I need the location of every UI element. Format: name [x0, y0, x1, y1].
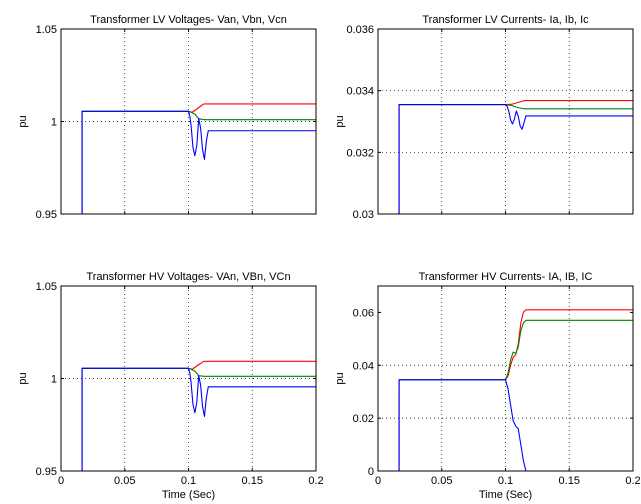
- x-tick-label: 0.15: [242, 475, 263, 487]
- y-tick-label: 0.032: [346, 147, 374, 159]
- subplot-4: 0 0.05 0.1 0.15 0.2 0 0.02 0.04 0.06 Transformer …: [334, 271, 641, 501]
- x-axis-label: Time (Sec): [479, 489, 532, 501]
- x-tick-label: 0.1: [498, 475, 513, 487]
- y-tick-label: 0.02: [353, 413, 374, 425]
- y-tick-label: 1.05: [36, 281, 57, 293]
- x-tick-label: 0.05: [431, 475, 452, 487]
- x-tick-label: 0.2: [625, 475, 640, 487]
- y-tick-label: 0.06: [353, 307, 374, 319]
- series-line-3: [61, 367, 316, 472]
- y-tick-label: 0.95: [36, 209, 57, 221]
- y-tick-label: 1: [51, 117, 57, 129]
- x-tick-label: 0.05: [114, 475, 135, 487]
- x-tick-label: 0.2: [308, 475, 323, 487]
- x-tick-label: 0: [375, 475, 381, 487]
- y-tick-label: 0.95: [36, 466, 57, 478]
- x-tick-label: 0: [58, 475, 64, 487]
- y-tick-label: 0.036: [346, 24, 374, 36]
- chart-title: Transformer HV Voltages- VAn, VBn, VCn: [86, 271, 290, 283]
- x-tick-label: 0.15: [559, 475, 580, 487]
- subplot-2: 0.03 0.032 0.034 0.036 Transformer LV Curren…: [334, 14, 634, 221]
- x-axis-label: Time (Sec): [162, 489, 215, 501]
- y-tick-label: 0: [368, 466, 374, 478]
- subplot-3: 0 0.05 0.1 0.15 0.2 0.95 1 1.05 Transformer HV V…: [17, 271, 324, 501]
- y-tick-label: 0.03: [353, 209, 374, 221]
- y-axis-label: pu: [17, 115, 29, 127]
- y-tick-label: 1.05: [36, 24, 57, 36]
- series-line-3: [378, 379, 633, 472]
- chart-title: Transformer HV Currents- IA, IB, IC: [419, 271, 593, 283]
- y-tick-label: 1: [51, 374, 57, 386]
- y-axis-label: pu: [334, 372, 346, 384]
- x-tick-label: 0.1: [181, 475, 196, 487]
- series-line-3: [61, 110, 316, 215]
- series-line-3: [378, 103, 633, 215]
- y-axis-label: pu: [334, 115, 346, 127]
- y-axis-label: pu: [17, 372, 29, 384]
- chart-title: Transformer LV Voltages- Van, Vbn, Vcn: [90, 14, 287, 26]
- y-tick-label: 0.04: [353, 360, 374, 372]
- subplot-1: 0.95 1 1.05 Transformer LV Voltages- Van, V…: [17, 14, 317, 221]
- chart-title: Transformer LV Currents- Ia, Ib, Ic: [422, 14, 589, 26]
- y-tick-label: 0.034: [346, 86, 374, 98]
